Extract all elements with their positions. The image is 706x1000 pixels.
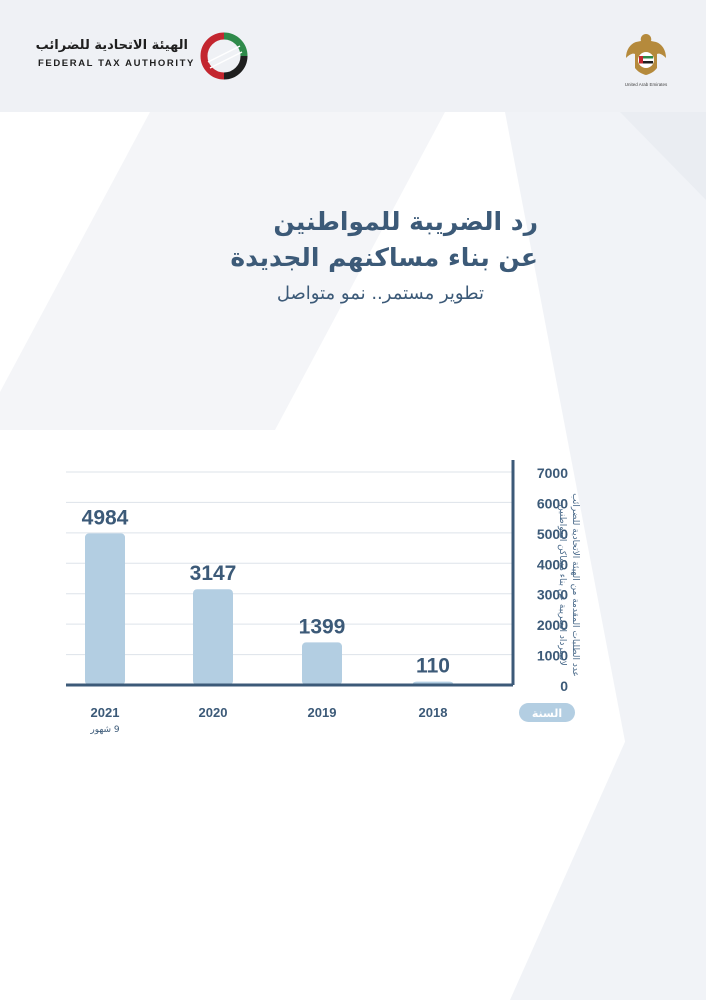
bar-value-label: 3147	[190, 562, 237, 585]
page-subtitle: تطوير مستمر.. نمو متواصل	[276, 283, 484, 304]
title-line-2: عن بناء مساكنهم الجديدة	[230, 243, 538, 272]
bar-value-label: 4984	[82, 506, 129, 529]
y-tick-label: 7000	[537, 465, 568, 481]
y-tick-label: 3000	[537, 587, 568, 603]
falcon-emblem-icon	[626, 34, 666, 75]
y-tick-label: 2000	[537, 617, 568, 633]
bar-value-label: 1399	[299, 615, 346, 638]
y-tick-label: 4000	[537, 556, 568, 572]
x-tick-label: 2021	[91, 705, 120, 720]
bar-value-label: 110	[416, 655, 450, 678]
y-tick-label: 1000	[537, 648, 568, 664]
x-tick-label: 2018	[419, 705, 448, 720]
title-line-1: رد الضريبة للمواطنين	[273, 207, 538, 236]
x-tick-note: 9 شهور	[89, 725, 120, 735]
x-tick-label: 2019	[308, 705, 337, 720]
page-title: رد الضريبة للمواطنين عن بناء مساكنهم الج…	[58, 204, 538, 276]
x-axis-title-badge	[519, 703, 575, 722]
uae-emblem: United Arab Emirates	[620, 30, 672, 92]
y-axis-label: عدد الطلبات المقدمة من الهيئة الاتحادية …	[557, 493, 580, 677]
header-band	[0, 0, 706, 112]
bar	[193, 589, 233, 685]
fta-mark-icon	[200, 32, 248, 80]
y-tick-label: 6000	[537, 495, 568, 511]
x-axis-title: السنة	[532, 707, 562, 720]
y-tick-label: 0	[560, 678, 568, 694]
y-tick-label: 5000	[537, 526, 568, 542]
x-tick-label: 2020	[199, 705, 228, 720]
bar	[302, 642, 342, 685]
emblem-caption: United Arab Emirates	[624, 82, 668, 87]
fta-name-english: FEDERAL TAX AUTHORITY	[38, 58, 195, 69]
fta-logo: الهيئة الاتحادية للضرائب FEDERAL TAX AUT…	[35, 32, 248, 82]
bar	[85, 533, 125, 685]
fta-name-arabic: الهيئة الاتحادية للضرائب	[35, 38, 188, 53]
